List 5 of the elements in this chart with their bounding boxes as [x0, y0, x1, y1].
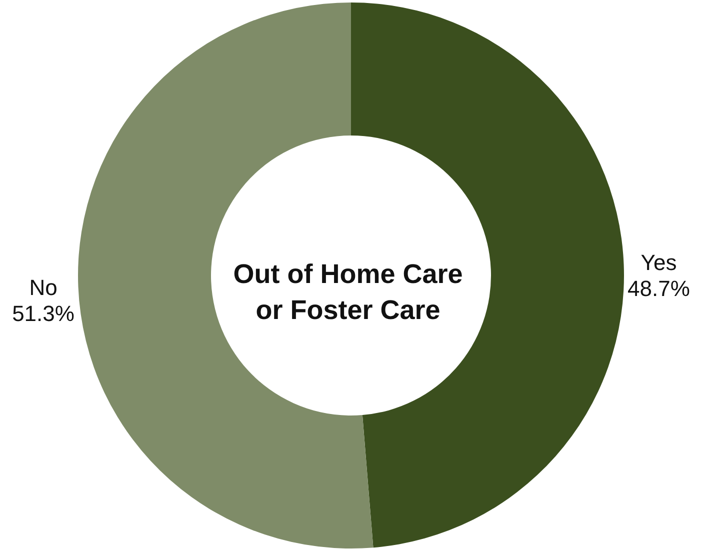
data-label: 51.3%	[12, 301, 74, 326]
data-label: 48.7%	[628, 276, 690, 301]
text: Out of Home Care or Foster Care	[233, 259, 463, 325]
slice-label: No	[29, 275, 58, 300]
slice-label: Yes	[640, 250, 677, 275]
